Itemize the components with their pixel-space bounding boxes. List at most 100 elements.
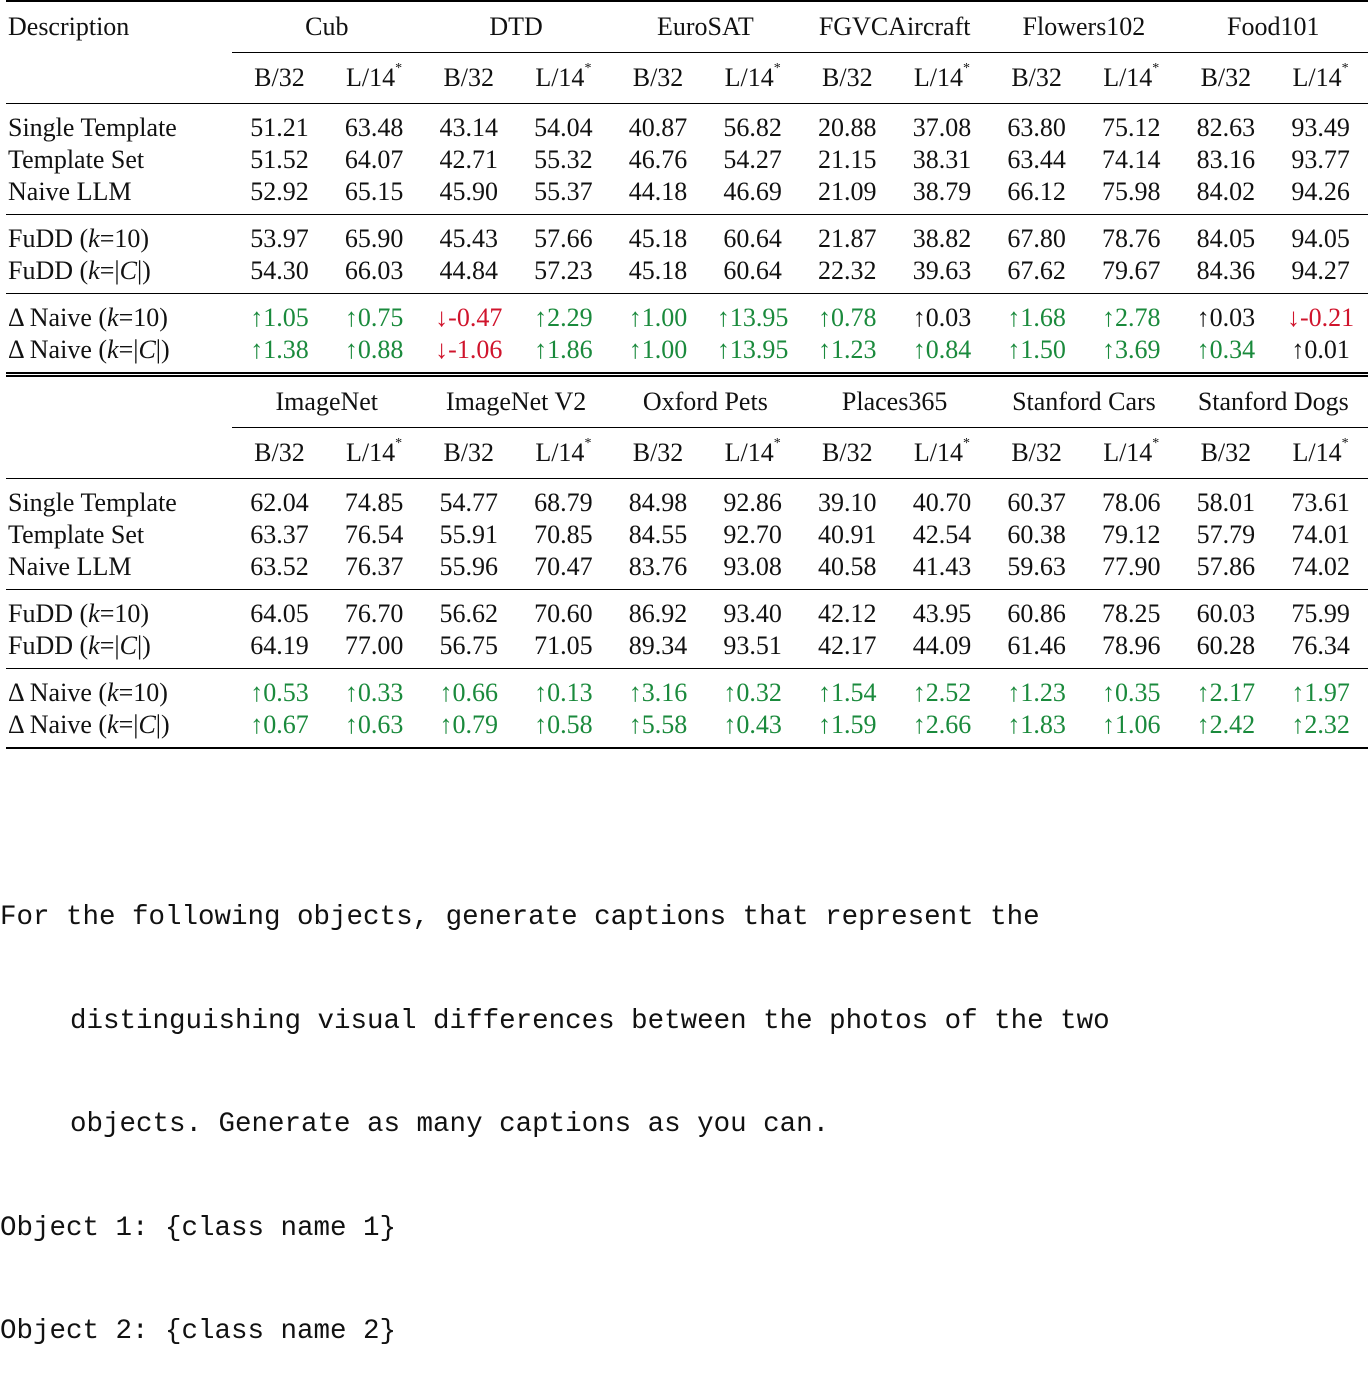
delta-row: Δ Naive (k=10) ↑0.53 ↑0.33 ↑0.66 ↑0.13 ↑3.16 ↑… xyxy=(6,668,1368,709)
row-label: Δ Naive (k=10) xyxy=(6,668,233,709)
delta-cell: ↑1.68 xyxy=(989,293,1084,334)
delta-row: Δ Naive (k=10) ↑1.05 ↑0.75 ↓-0.47 ↑2.29 ↑1.00… xyxy=(6,293,1368,334)
model-header-small: B/32 xyxy=(632,63,684,92)
value-cell: 37.08 xyxy=(894,103,990,144)
value-cell: 58.01 xyxy=(1178,478,1274,519)
value-cell: 78.96 xyxy=(1101,631,1161,660)
value-cell: 56.62 xyxy=(421,589,517,630)
delta-cell: ↑5.58 xyxy=(610,709,706,749)
delta-cell: ↑0.79 xyxy=(421,709,517,749)
dataset-header-row: Description Cub DTD EuroSAT FGVCAircraft Flow… xyxy=(6,0,1368,53)
model-header-large: L/14* xyxy=(535,436,592,467)
value-cell: 65.90 xyxy=(326,214,422,255)
value-cell: 38.82 xyxy=(894,214,990,255)
value-cell: 41.43 xyxy=(912,552,972,581)
value-cell: 21.87 xyxy=(799,214,895,255)
table-row: FuDD (k=|C|) 54.30 66.03 44.84 57.23 45.18 60.… xyxy=(6,255,1368,294)
value-cell: 56.82 xyxy=(705,103,800,144)
value-cell: 82.63 xyxy=(1178,103,1274,144)
value-cell: 42.17 xyxy=(818,631,877,660)
value-cell: 76.54 xyxy=(344,520,404,549)
dataset-header: FGVCAircraft xyxy=(799,0,990,53)
model-header-large: L/14* xyxy=(1292,61,1349,92)
value-cell: 54.30 xyxy=(250,256,309,285)
value-cell: 84.05 xyxy=(1178,214,1274,255)
asterisk-mark: * xyxy=(1152,436,1160,452)
row-label: FuDD (k=10) xyxy=(6,214,233,255)
asterisk-mark: * xyxy=(963,61,970,77)
dataset-header: Places365 xyxy=(799,372,990,428)
value-cell: 77.90 xyxy=(1101,552,1161,581)
dataset-header: Stanford Dogs xyxy=(1178,372,1368,428)
prompt-line: distinguishing visual differences betwee… xyxy=(70,1005,1110,1037)
value-cell: 78.06 xyxy=(1083,478,1179,519)
asterisk-mark: * xyxy=(584,61,592,77)
value-cell: 73.61 xyxy=(1273,478,1368,519)
value-cell: 57.66 xyxy=(516,214,611,255)
model-header-large: L/14* xyxy=(1103,61,1160,92)
value-cell: 70.60 xyxy=(516,589,611,630)
value-cell: 76.37 xyxy=(344,552,404,581)
delta-cell: ↑0.35 xyxy=(1083,668,1179,709)
results-table-container: Description Cub DTD EuroSAT FGVCAircraft Flow… xyxy=(6,0,1368,749)
model-header-large: L/14* xyxy=(1103,436,1160,467)
value-cell: 54.77 xyxy=(421,478,517,519)
value-cell: 66.03 xyxy=(344,256,404,285)
value-cell: 63.52 xyxy=(250,552,309,581)
description-header: Description xyxy=(6,0,233,53)
value-cell: 64.05 xyxy=(232,589,327,630)
value-cell: 39.10 xyxy=(799,478,895,519)
delta-cell: ↑1.38 xyxy=(250,335,309,364)
value-cell: 66.12 xyxy=(1007,177,1066,206)
delta-cell: ↑0.34 xyxy=(1196,335,1256,364)
model-header-large: L/14* xyxy=(913,436,970,467)
delta-cell: ↑2.52 xyxy=(894,668,990,709)
dataset-header: Oxford Pets xyxy=(610,372,800,428)
delta-cell: ↑1.05 xyxy=(232,293,327,334)
delta-cell: ↑0.88 xyxy=(344,335,404,364)
value-cell: 52.92 xyxy=(250,177,309,206)
value-cell: 74.01 xyxy=(1291,520,1350,549)
delta-cell: ↑1.06 xyxy=(1083,709,1179,749)
value-cell: 53.97 xyxy=(232,214,327,255)
delta-cell: ↑1.86 xyxy=(534,335,593,364)
row-label: Δ Naive (k=|C|) xyxy=(6,709,233,749)
value-cell: 70.85 xyxy=(534,520,593,549)
model-header-small: B/32 xyxy=(1200,438,1252,467)
value-cell: 79.12 xyxy=(1101,520,1161,549)
value-cell: 42.54 xyxy=(912,520,972,549)
model-header-small: B/32 xyxy=(1011,438,1062,467)
value-cell: 63.37 xyxy=(250,520,309,549)
value-cell: 45.18 xyxy=(628,256,688,285)
value-cell: 75.99 xyxy=(1273,589,1368,630)
delta-cell: ↑0.01 xyxy=(1291,335,1350,364)
delta-cell: ↑1.00 xyxy=(610,293,706,334)
value-cell: 62.04 xyxy=(232,478,327,519)
results-table: Description Cub DTD EuroSAT FGVCAircraft Flow… xyxy=(6,0,1368,749)
value-cell: 60.64 xyxy=(705,214,800,255)
row-label: FuDD (k=10) xyxy=(6,589,233,630)
value-cell: 64.07 xyxy=(344,145,404,174)
value-cell: 63.80 xyxy=(989,103,1084,144)
delta-cell: ↑0.75 xyxy=(326,293,422,334)
model-header-small: B/32 xyxy=(1200,63,1252,92)
value-cell: 40.58 xyxy=(818,552,877,581)
value-cell: 43.95 xyxy=(894,589,990,630)
value-cell: 92.70 xyxy=(723,520,782,549)
value-cell: 60.64 xyxy=(723,256,782,285)
value-cell: 20.88 xyxy=(799,103,895,144)
model-header-small: B/32 xyxy=(632,438,684,467)
value-cell: 74.85 xyxy=(326,478,422,519)
asterisk-mark: * xyxy=(773,436,781,452)
delta-cell: ↑2.78 xyxy=(1083,293,1179,334)
value-cell: 77.00 xyxy=(344,631,404,660)
value-cell: 84.02 xyxy=(1196,177,1256,206)
row-label: Template Set xyxy=(8,520,145,549)
delta-cell: ↑0.53 xyxy=(232,668,327,709)
delta-cell: ↑3.69 xyxy=(1101,335,1161,364)
prompt-line: objects. Generate as many captions as yo… xyxy=(70,1109,830,1140)
value-cell: 75.98 xyxy=(1101,177,1161,206)
model-header-large: L/14* xyxy=(346,436,403,467)
value-cell: 78.25 xyxy=(1083,589,1179,630)
value-cell: 60.28 xyxy=(1196,631,1256,660)
